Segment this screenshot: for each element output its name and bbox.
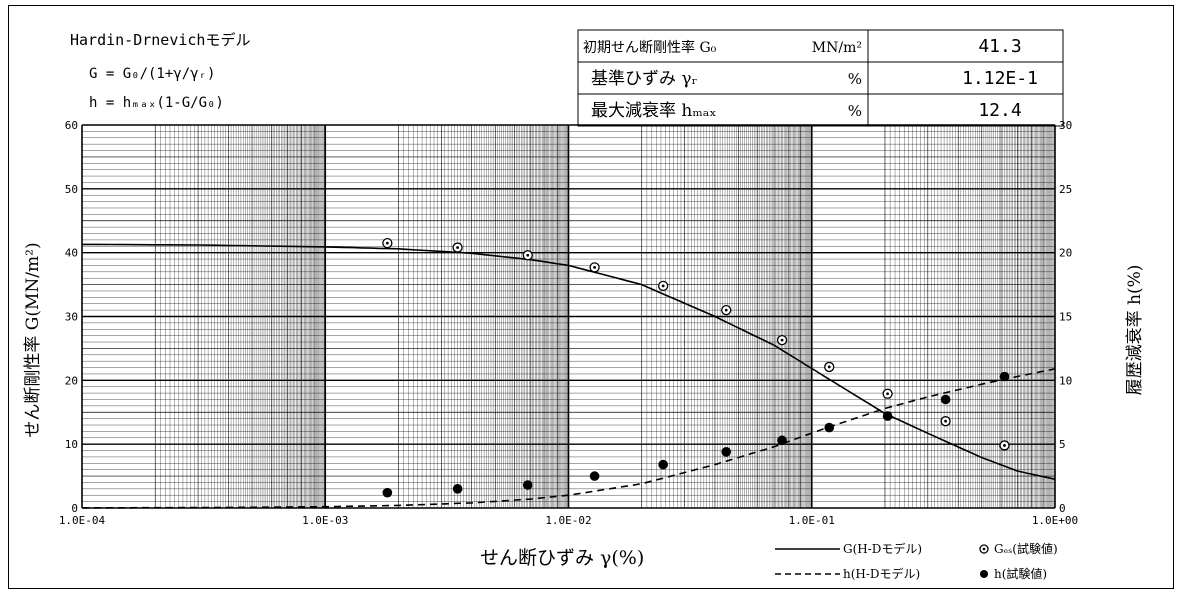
x-tick-label: 1.0E-02	[545, 514, 591, 527]
h-test-point	[522, 480, 533, 490]
chart-grid	[81, 124, 1056, 509]
formula-h: h = hₘₐₓ(1-G/G₀)	[89, 95, 224, 111]
h-test-point	[658, 459, 668, 470]
g-test-point-center	[385, 241, 389, 245]
legend-g-test-marker-dot	[982, 547, 986, 551]
h-model-curve	[81, 368, 1056, 509]
x-tick-label: 1.0E-01	[789, 514, 835, 527]
g-test-point-center	[526, 253, 530, 257]
legend-h-model-label: h(H-Dモデル)	[843, 566, 920, 581]
param-value-g0: 41.3	[978, 36, 1021, 57]
h-test-point	[777, 435, 787, 446]
g-test-point-center	[886, 392, 889, 396]
x-axis-label: せん断ひずみ γ(%)	[480, 547, 644, 569]
g-test-point-center	[593, 265, 596, 269]
y-left-tick-label: 60	[65, 119, 78, 132]
g-test-point-center	[780, 338, 784, 342]
x-tick-label: 1.0E-04	[59, 514, 106, 527]
h-test-point	[382, 487, 393, 498]
param-label-gamma: 基準ひずみ γᵣ	[591, 69, 698, 89]
chart-plot-area	[81, 237, 1056, 509]
param-label-g0: 初期せん断剛性率 G₀	[583, 39, 717, 56]
x-tick-label: 1.0E+00	[1032, 514, 1078, 527]
y-left-tick-label: 40	[65, 247, 78, 260]
y-left-tick-label: 20	[65, 374, 78, 387]
y-right-tick-label: 25	[1059, 183, 1072, 196]
h-test-point	[589, 471, 600, 481]
g-test-point-center	[1003, 444, 1006, 447]
legend-g-test-label: Gₑₛ(試験値)	[994, 541, 1058, 556]
g-test-point-center	[724, 308, 728, 312]
legend-h-test-label: h(試験値)	[994, 566, 1047, 581]
y-right-tick-label: 15	[1059, 311, 1072, 324]
param-unit-gamma: %	[848, 70, 862, 88]
param-label-hmax: 最大減衰率 hₘₐₓ	[591, 101, 717, 121]
param-value-gamma: 1.12E-1	[962, 68, 1038, 89]
h-test-point	[999, 371, 1010, 382]
y-right-tick-label: 30	[1059, 119, 1072, 132]
y-left-tick-label: 30	[65, 311, 78, 324]
y-axis-left-label: せん断剛性率 G(MN/m²)	[23, 242, 43, 437]
h-test-point	[882, 411, 893, 421]
y-right-tick-label: 0	[1059, 502, 1066, 515]
y-right-tick-label: 5	[1059, 438, 1066, 451]
model-name: Hardin-Drnevichモデル	[70, 31, 250, 49]
g-model-curve	[82, 243, 1056, 481]
h-test-point	[824, 422, 835, 433]
param-table: 初期せん断剛性率 G₀ MN/m² 41.3 基準ひずみ γᵣ % 1.12E-…	[577, 29, 1064, 127]
y-right-tick-label: 10	[1059, 374, 1072, 387]
y-left-tick-label: 0	[71, 502, 78, 515]
formula-g: G = G₀/(1+γ/γᵣ)	[89, 66, 215, 82]
y-left-tick-label: 10	[65, 438, 78, 451]
x-tick-label: 1.0E-03	[302, 514, 348, 527]
param-value-hmax: 12.4	[978, 100, 1021, 121]
chart-ticks: 1.0E-04 1.0E-03 1.0E-02 1.0E-01 1.0E+0001020…	[59, 119, 1078, 527]
legend-g-model-label: G(H-Dモデル)	[843, 541, 922, 556]
param-unit-hmax: %	[848, 102, 862, 120]
g-test-point-center	[456, 246, 459, 249]
legend: G(H-Dモデル) Gₑₛ(試験値) h(H-Dモデル) h(試験値)	[775, 541, 1058, 581]
y-right-tick-label: 20	[1059, 247, 1072, 260]
chart-frame	[8, 5, 1174, 589]
h-test-point	[452, 484, 463, 494]
h-test-point	[940, 394, 951, 405]
y-left-tick-label: 50	[65, 183, 78, 196]
legend-h-test-marker	[980, 570, 988, 578]
g-test-point-center	[827, 365, 831, 369]
y-axis-right-label: 履歴減衰率 h(%)	[1125, 265, 1145, 396]
g-test-point-center	[661, 284, 665, 288]
param-unit-g0: MN/m²	[812, 40, 862, 56]
h-test-point	[721, 447, 732, 457]
g-test-point-center	[944, 419, 947, 423]
